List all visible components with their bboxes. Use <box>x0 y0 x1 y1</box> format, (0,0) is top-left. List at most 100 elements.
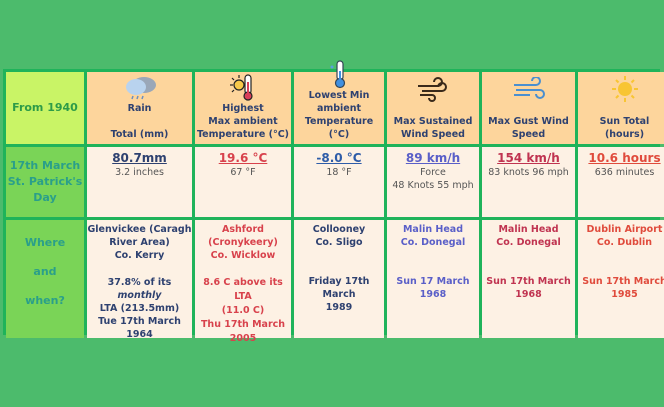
row-label-line: Day <box>33 191 57 204</box>
value-detail: 48 Knots 55 mph <box>392 180 474 191</box>
date-line: 2005 <box>229 333 257 344</box>
wind-icon <box>416 74 450 104</box>
header-line: ambient <box>316 103 362 114</box>
location-line: Collooney <box>312 224 366 235</box>
header-line: Temperature (°C) <box>304 116 374 140</box>
header-line: Sun Total <box>599 116 650 127</box>
date-line: 1968 <box>515 289 542 300</box>
column-header: Sun Total (hours) <box>578 72 664 144</box>
location-line: River Area) <box>109 237 170 248</box>
location: Collooney Co. Sligo <box>294 223 384 249</box>
location: Dublin Airport Co. Dublin <box>578 223 664 249</box>
sun-icon <box>610 74 640 104</box>
rain-cloud-icon <box>122 74 158 102</box>
where-when-cell: Malin Head Co. Donegal Sun 17 March 1968 <box>387 220 479 338</box>
location-line: Co. Sligo <box>315 237 363 248</box>
location-line: Glenvickee (Caragh <box>87 224 192 235</box>
row-label-line: Where <box>24 235 66 249</box>
header-line: Total (mm) <box>110 129 169 140</box>
where-when-cell: Ashford (Cronykeery) Co. Wicklow 8.6 C abov… <box>195 220 291 344</box>
date-line: Thu 17th March <box>200 319 286 330</box>
location-line: Co. Donegal <box>400 237 466 248</box>
location-line: Co. Dublin <box>596 237 653 248</box>
record-value: 80.7mm <box>112 151 167 165</box>
column-header: Lowest Min ambient Temperature (°C) <box>294 60 384 144</box>
date-line: 8.6 C above its LTA <box>203 277 283 302</box>
date-line: 37.8% of its monthly <box>107 277 172 301</box>
date-line: Friday 17th March <box>308 276 370 300</box>
header-line: Lowest Min <box>308 90 370 101</box>
date-line: (11.0 C) <box>221 305 265 316</box>
location-line: Dublin Airport <box>586 224 663 235</box>
where-when-cell: Glenvickee (Caragh River Area) Co. Kerry 37… <box>87 220 192 341</box>
where-when-cell: Dublin Airport Co. Dublin Sun 17th March 19… <box>578 220 664 338</box>
location-line: Co. Kerry <box>114 250 165 261</box>
date-info: 37.8% of its monthly LTA (213.5mm) Tue 17t… <box>87 276 192 341</box>
header-line: Max ambient <box>208 116 278 127</box>
date-info: Friday 17th March 1989 <box>294 275 384 314</box>
emphasis: monthly <box>117 290 162 301</box>
record-value: 10.6 hours <box>588 151 661 165</box>
row-label-day: 17th March St. Patrick's Day <box>6 147 84 217</box>
value-detail: 3.2 inches <box>115 167 164 178</box>
row-label-where: Where and when? <box>6 220 84 338</box>
header-line: Highest <box>222 103 264 114</box>
column-header: Max Gust Wind Speed <box>482 72 575 144</box>
date-line: LTA (213.5mm) <box>99 303 180 314</box>
date-line: 1985 <box>611 289 638 300</box>
record-value: 89 km/h <box>405 151 461 165</box>
record-value: 154 km/h <box>497 151 560 165</box>
location-line: Malin Head <box>402 224 464 235</box>
where-when-cell: Malin Head Co. Donegal Sun 17th March 1968 <box>482 220 575 338</box>
record-value: 19.6 °C <box>218 151 268 165</box>
value-cell: 89 km/h Force 48 Knots 55 mph <box>387 147 479 217</box>
location: Ashford (Cronykeery) Co. Wicklow <box>195 223 291 262</box>
records-table: From 1940 Rain Total (mm) Highest Max ambie… <box>3 60 664 344</box>
location-line: Co. Wicklow <box>210 250 276 261</box>
value-detail: 18 °F <box>326 167 352 178</box>
row-label-line: 17th March <box>9 159 81 172</box>
header-text: Rain Total (mm) <box>111 102 169 141</box>
header-line: (hours) <box>604 129 645 140</box>
value-cell: 19.6 °C 67 °F <box>195 147 291 217</box>
value-cell: 80.7mm 3.2 inches <box>87 147 192 217</box>
where-when-cell: Collooney Co. Sligo Friday 17th March 1989 <box>294 220 384 338</box>
row-label-line: when? <box>25 294 65 308</box>
location-line: Co. Donegal <box>496 237 561 248</box>
header-line: Temperature (°C) <box>196 129 290 140</box>
date-line: Tue 17th March 1964 <box>98 316 181 340</box>
header-line: Speed <box>511 129 546 140</box>
cold-thermometer-icon <box>327 59 351 89</box>
date-line: Sun 17 March 1968 <box>396 276 470 300</box>
value-detail: Force <box>420 167 446 178</box>
date-info: Sun 17th March 1968 <box>482 275 575 301</box>
header-text: Max Gust Wind Speed <box>488 115 569 141</box>
location-line: Malin Head <box>498 224 559 235</box>
value-cell: 154 km/h 83 knots 96 mph <box>482 147 575 217</box>
location: Glenvickee (Caragh River Area) Co. Kerry <box>87 223 192 262</box>
row-label-line: and <box>33 264 57 278</box>
value-detail: 67 °F <box>230 167 256 178</box>
row-label-line: St. Patrick's <box>7 175 83 188</box>
date-info: Sun 17th March 1985 <box>578 275 664 301</box>
header-line: Max Sustained <box>393 116 473 127</box>
value-cell: 10.6 hours 636 minutes <box>578 147 664 217</box>
header-text: Sun Total (hours) <box>600 115 650 141</box>
date-line: Sun 17th March <box>582 276 664 287</box>
header-line: Max Gust Wind <box>488 116 569 127</box>
record-value: -8.0 °C <box>316 151 362 165</box>
corner-label: From 1940 <box>6 72 84 144</box>
header-text: Max Sustained Wind Speed <box>394 115 473 141</box>
column-header: Max Sustained Wind Speed <box>387 72 479 144</box>
column-header: Rain Total (mm) <box>87 72 192 144</box>
date-line: 1989 <box>325 302 353 313</box>
value-cell: -8.0 °C 18 °F <box>294 147 384 217</box>
header-text: Highest Max ambient Temperature (°C) <box>197 102 289 141</box>
header-line: Rain <box>127 103 152 114</box>
gust-wind-icon <box>512 74 546 104</box>
date-info: Sun 17 March 1968 <box>387 275 479 301</box>
value-detail: 83 knots 96 mph <box>488 167 569 178</box>
header-text: Lowest Min ambient Temperature (°C) <box>294 89 384 141</box>
column-header: Highest Max ambient Temperature (°C) <box>195 72 291 144</box>
location: Malin Head Co. Donegal <box>482 223 575 249</box>
